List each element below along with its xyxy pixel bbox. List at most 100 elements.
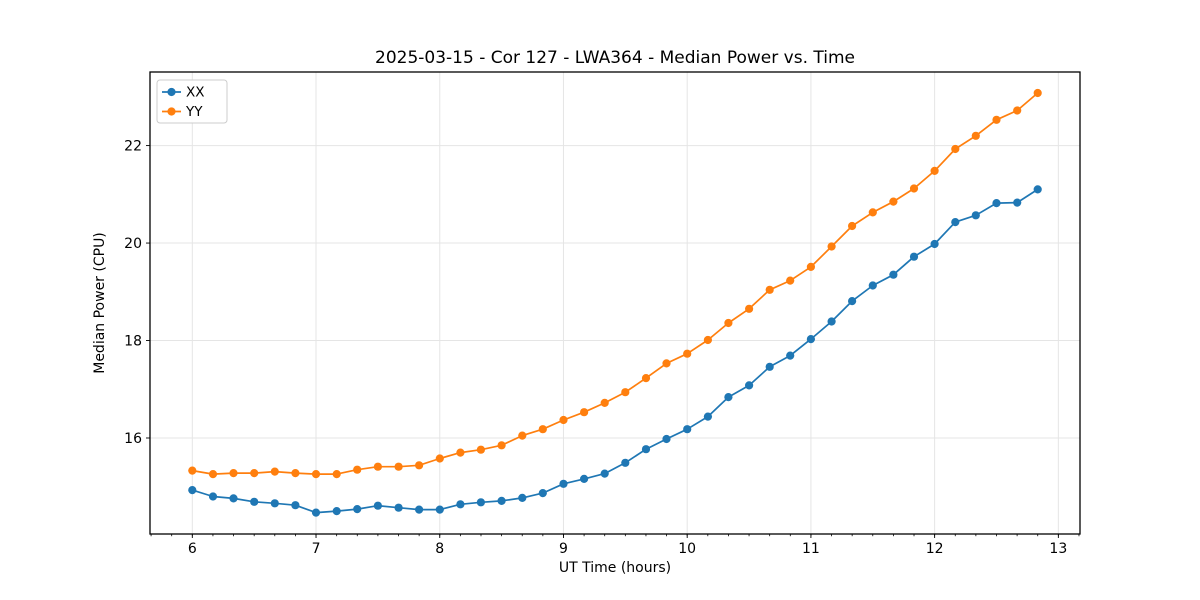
data-point-xx	[765, 362, 774, 371]
y-tick-label: 18	[124, 334, 142, 350]
legend-sample-marker	[167, 87, 176, 97]
data-point-yy	[827, 242, 836, 251]
x-tick-label: 7	[312, 541, 321, 557]
data-point-yy	[786, 276, 795, 285]
data-point-yy	[992, 115, 1001, 124]
data-point-xx	[229, 494, 238, 503]
data-point-xx	[662, 434, 671, 444]
data-point-yy	[806, 262, 816, 271]
data-point-xx	[868, 281, 877, 290]
chart-title: 2025-03-15 - Cor 127 - LWA364 - Median P…	[375, 48, 855, 68]
data-point-yy	[848, 221, 857, 231]
data-point-yy	[1013, 106, 1022, 115]
data-point-yy	[394, 462, 403, 471]
data-point-yy	[373, 462, 382, 471]
x-tick-label: 13	[1049, 541, 1067, 557]
data-point-yy	[724, 318, 733, 328]
data-point-xx	[456, 500, 465, 509]
data-point-yy	[332, 470, 341, 479]
data-point-xx	[621, 458, 630, 467]
y-tick-label: 22	[124, 139, 142, 155]
data-point-xx	[786, 351, 795, 360]
data-point-xx	[250, 497, 259, 506]
data-point-yy	[951, 144, 960, 154]
data-point-xx	[580, 474, 589, 483]
data-point-yy	[456, 448, 465, 457]
data-point-yy	[415, 461, 424, 470]
legend: XX YY	[156, 79, 228, 124]
data-point-xx	[1033, 185, 1042, 194]
data-point-xx	[909, 252, 919, 261]
data-point-yy	[250, 469, 259, 478]
data-point-xx	[353, 505, 362, 514]
data-point-yy	[703, 335, 713, 345]
data-point-yy	[353, 465, 362, 474]
data-point-xx	[435, 505, 444, 514]
data-point-xx	[745, 381, 754, 390]
x-tick-label: 8	[435, 541, 444, 557]
data-point-xx	[476, 498, 485, 507]
data-point-yy	[1033, 88, 1042, 98]
data-point-xx	[683, 425, 692, 434]
data-point-yy	[621, 388, 630, 397]
series-line-xx	[192, 188, 1039, 514]
data-point-yy	[291, 469, 300, 478]
grid-layer	[150, 72, 1080, 534]
data-point-xx	[311, 508, 321, 517]
data-point-yy	[745, 304, 754, 313]
data-point-xx	[992, 199, 1001, 208]
data-point-xx	[951, 218, 960, 227]
data-point-xx	[394, 503, 403, 512]
legend-label: XX	[186, 85, 205, 101]
data-point-yy	[868, 208, 877, 217]
data-point-yy	[188, 466, 197, 475]
data-point-yy	[580, 408, 589, 417]
data-point-yy	[270, 467, 279, 476]
x-tick-label: 12	[926, 541, 944, 557]
x-axis-label: UT Time (hours)	[559, 560, 671, 576]
data-point-xx	[270, 499, 279, 508]
data-point-yy	[208, 470, 218, 479]
data-point-xx	[291, 501, 300, 510]
data-point-xx	[703, 412, 713, 421]
series-line-yy	[192, 92, 1039, 475]
data-point-yy	[600, 398, 609, 407]
data-point-yy	[765, 285, 774, 294]
data-point-yy	[229, 469, 238, 478]
data-point-yy	[662, 359, 671, 368]
tick-layer: 6 7 8 9 10 11 12 13 16 18 20 22	[124, 139, 1080, 557]
data-point-yy	[518, 431, 527, 440]
data-point-xx	[373, 501, 382, 510]
data-point-xx	[930, 239, 939, 249]
data-point-yy	[889, 197, 898, 206]
data-point-xx	[497, 496, 506, 505]
x-tick-label: 10	[678, 541, 696, 557]
data-point-yy	[538, 425, 547, 434]
data-point-xx	[208, 492, 218, 501]
data-point-xx	[724, 393, 733, 402]
y-tick-label: 20	[124, 236, 142, 252]
data-point-xx	[518, 493, 527, 502]
data-point-xx	[889, 270, 898, 279]
data-point-yy	[930, 166, 939, 175]
data-point-yy	[497, 441, 506, 450]
data-point-yy	[971, 131, 980, 140]
x-tick-label: 9	[559, 541, 568, 557]
data-point-xx	[827, 317, 836, 326]
y-axis-label: Median Power (CPU)	[92, 232, 108, 374]
legend-label: YY	[185, 104, 203, 120]
data-point-yy	[476, 445, 485, 454]
x-tick-label: 6	[188, 541, 197, 557]
data-point-yy	[559, 415, 568, 425]
data-point-xx	[415, 505, 424, 514]
series-layer	[188, 88, 1042, 517]
data-point-xx	[1013, 198, 1022, 207]
data-point-xx	[600, 469, 609, 478]
data-point-xx	[332, 507, 341, 516]
data-point-xx	[806, 335, 816, 344]
x-tick-label: 11	[802, 541, 820, 557]
plot-border	[149, 71, 1081, 535]
legend-sample-marker	[167, 107, 176, 116]
